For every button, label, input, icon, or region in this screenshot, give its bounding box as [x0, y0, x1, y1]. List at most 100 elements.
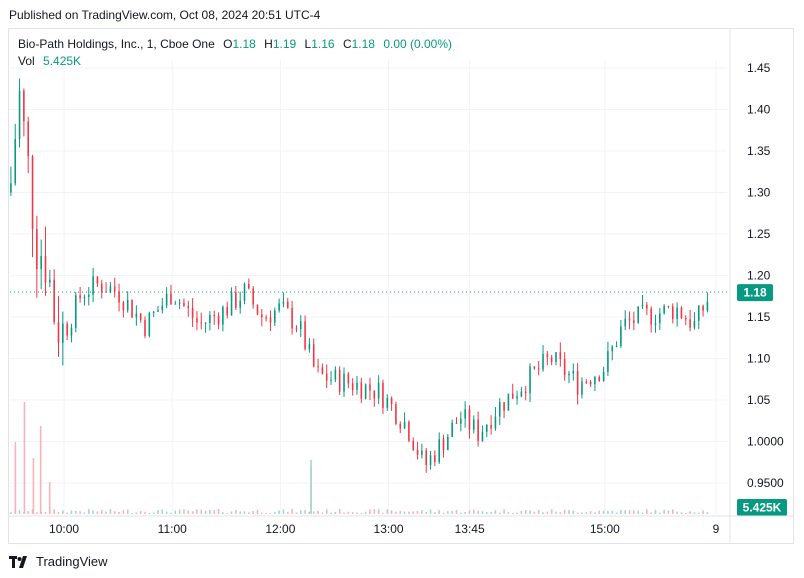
- candle-body: [165, 293, 168, 306]
- volume-bar: [568, 509, 570, 514]
- volume-bar: [282, 509, 285, 514]
- last-volume-label: 5.425K: [743, 501, 782, 515]
- candle-body: [429, 455, 432, 466]
- volume-bar: [442, 512, 445, 514]
- volume-bar: [633, 510, 635, 514]
- legend-close-label: C: [342, 37, 352, 51]
- candle-body: [672, 306, 674, 320]
- volume-bar: [330, 512, 332, 514]
- volume-bar: [646, 509, 648, 514]
- candle-body: [468, 409, 471, 430]
- y-tick-label: 1.40: [747, 103, 771, 117]
- candle-body: [187, 305, 190, 308]
- volume-bars: [10, 402, 709, 514]
- candle-body: [529, 366, 531, 394]
- candle-body: [637, 306, 639, 323]
- candle-body: [239, 300, 241, 308]
- candle-body: [252, 288, 254, 305]
- volume-bar: [369, 509, 371, 514]
- volume-bar: [278, 510, 280, 514]
- candle-body: [343, 373, 345, 392]
- candle-body: [455, 422, 458, 424]
- candle-body: [304, 321, 306, 350]
- volume-bar: [96, 511, 99, 514]
- volume-spike: [32, 458, 35, 514]
- volume-bar: [559, 512, 562, 514]
- volume-bar: [144, 511, 146, 514]
- volume-bar: [139, 511, 142, 514]
- volume-bar: [377, 509, 380, 514]
- volume-bar: [589, 511, 592, 514]
- candle-body: [338, 369, 341, 392]
- candle-body: [213, 314, 216, 317]
- grid: [10, 60, 727, 514]
- candle-body: [96, 276, 99, 284]
- candle-body: [312, 344, 315, 367]
- volume-bar: [18, 509, 21, 514]
- candle-body: [256, 304, 259, 315]
- volume-bar: [174, 510, 177, 514]
- volume-bar: [386, 509, 389, 514]
- volume-bar: [226, 512, 229, 514]
- volume-bar: [421, 510, 423, 514]
- volume-bar: [256, 510, 259, 514]
- volume-bar: [706, 512, 709, 514]
- candle-body: [148, 312, 151, 336]
- candle-body: [369, 384, 371, 391]
- last-price-line: 1.18 5.425K: [10, 284, 787, 516]
- volume-bar: [438, 510, 440, 514]
- volume-spike: [14, 442, 17, 514]
- y-tick-label: 1.45: [747, 61, 771, 75]
- volume-bar: [364, 511, 367, 514]
- footer-brand[interactable]: TradingView: [9, 554, 108, 569]
- volume-bar: [676, 511, 678, 514]
- volume-bar: [53, 509, 55, 514]
- volume-spike: [39, 426, 42, 514]
- volume-bar: [74, 511, 77, 514]
- candle-body: [568, 373, 570, 376]
- y-axis: 1.45 1.40 1.35 1.30 1.25 1.20 1.15 1.10 1.05 1.00…: [729, 28, 784, 544]
- volume-bar: [321, 512, 324, 514]
- candle-body: [373, 390, 376, 399]
- candle-body: [291, 307, 293, 329]
- candle-body: [347, 373, 350, 384]
- candle-body: [308, 344, 311, 350]
- volume-bar: [196, 509, 198, 514]
- volume-bar: [338, 509, 341, 514]
- volume-bar: [62, 510, 64, 514]
- volume-bar: [537, 509, 540, 514]
- volume-bar: [395, 511, 397, 514]
- volume-bar: [481, 511, 484, 514]
- volume-bar: [550, 509, 553, 514]
- candle-body: [693, 320, 696, 328]
- volume-bar: [131, 512, 133, 514]
- volume-bar: [248, 512, 250, 514]
- volume-bar: [118, 511, 120, 514]
- volume-bar: [680, 512, 683, 514]
- candle-body: [217, 316, 220, 325]
- candle-body: [74, 295, 77, 328]
- candle-body: [40, 255, 42, 270]
- candle-body: [118, 291, 120, 303]
- volume-bar: [243, 511, 246, 514]
- candle-body: [659, 313, 661, 324]
- candle-body: [23, 90, 25, 122]
- legend-open: 1.18: [232, 37, 256, 51]
- candle-body: [321, 367, 324, 374]
- volume-bar: [624, 510, 627, 514]
- candle-body: [278, 303, 280, 311]
- volume-bar: [44, 512, 47, 514]
- legend-symbol[interactable]: Bio-Path Holdings, Inc., 1, Cboe One: [18, 37, 215, 51]
- y-tick-label: 0.9500: [747, 476, 784, 490]
- candle-body: [265, 317, 267, 319]
- volume-bar: [261, 512, 263, 514]
- candle-body: [386, 397, 389, 408]
- volume-spike: [23, 402, 26, 514]
- candle-body: [230, 292, 233, 316]
- candle-body: [460, 418, 462, 424]
- candle-body: [286, 301, 289, 308]
- candle-body: [434, 455, 436, 462]
- volume-bar: [235, 510, 237, 514]
- volume-bar: [455, 509, 458, 514]
